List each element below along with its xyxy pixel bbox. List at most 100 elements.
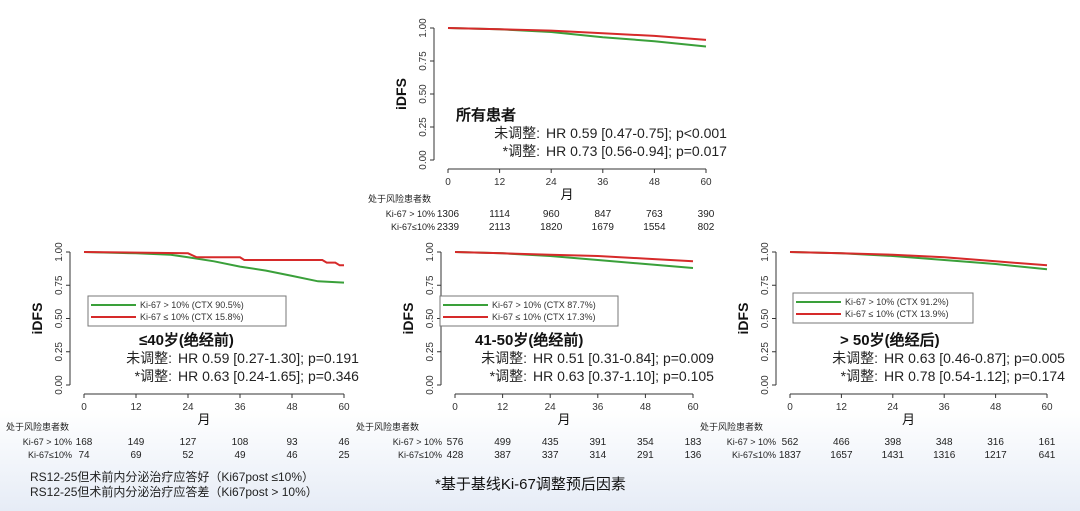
y-tick-label: 0.50: [425, 308, 436, 328]
hr-adjusted-label: *调整:: [841, 368, 878, 384]
risk-count: 337: [542, 450, 559, 461]
risk-table-title: 处于风险患者数: [368, 193, 431, 204]
x-tick-label: 0: [452, 402, 458, 413]
hr-adjusted: HR 0.63 [0.24-1.65]; p=0.346: [178, 368, 359, 384]
x-axis-label: 月: [902, 412, 915, 427]
subgroup-title: 所有患者: [456, 106, 516, 124]
x-tick-label: 12: [836, 402, 848, 413]
risk-row-label: Ki-67 > 10%: [727, 437, 776, 447]
x-axis-label: 月: [560, 187, 573, 202]
risk-row-label: Ki-67 > 10%: [23, 437, 72, 447]
x-tick-label: 36: [597, 177, 609, 188]
subgroup-title: ≤40岁(绝经前): [139, 331, 234, 349]
risk-count: 149: [128, 437, 145, 448]
risk-count: 2113: [489, 222, 511, 233]
risk-count: 136: [685, 450, 702, 461]
y-tick-label: 1.00: [760, 242, 771, 262]
x-tick-label: 24: [545, 402, 557, 413]
risk-count: 46: [338, 437, 350, 448]
y-tick-label: 1.00: [418, 18, 429, 38]
risk-count: 93: [286, 437, 298, 448]
y-axis-label: iDFS: [393, 78, 409, 110]
hr-unadjusted: HR 0.51 [0.31-0.84]; p=0.009: [533, 350, 714, 366]
risk-row-label: Ki-67 > 10%: [393, 437, 442, 447]
y-tick-label: 0.50: [54, 308, 65, 328]
hr-adjusted-label: *调整:: [490, 368, 527, 384]
risk-count: 74: [78, 450, 90, 461]
risk-count: 46: [286, 450, 298, 461]
risk-count: 168: [76, 437, 93, 448]
x-tick-label: 48: [640, 402, 652, 413]
subgroup-title: > 50岁(绝经后): [840, 331, 940, 349]
risk-count: 391: [589, 437, 606, 448]
x-tick-label: 0: [787, 402, 793, 413]
x-tick-label: 24: [182, 402, 194, 413]
risk-count: 1306: [437, 209, 460, 220]
x-tick-label: 60: [338, 402, 350, 413]
risk-count: 183: [685, 437, 702, 448]
y-tick-label: 1.00: [54, 242, 65, 262]
risk-count: 428: [447, 450, 464, 461]
risk-table-title: 处于风险患者数: [6, 421, 69, 432]
hr-adjusted-label: *调整:: [503, 143, 540, 159]
risk-count: 161: [1039, 437, 1056, 448]
y-tick-label: 0.50: [760, 308, 771, 328]
legend-label: Ki-67 > 10% (CTX 90.5%): [140, 300, 244, 310]
x-tick-label: 48: [649, 177, 661, 188]
legend-label: Ki-67 ≤ 10% (CTX 13.9%): [845, 309, 948, 319]
risk-count: 69: [130, 450, 142, 461]
y-axis-label: iDFS: [400, 303, 416, 335]
risk-table-title: 处于风险患者数: [700, 421, 763, 432]
y-tick-label: 0.00: [425, 375, 436, 395]
x-tick-label: 24: [887, 402, 899, 413]
y-tick-label: 0.75: [425, 275, 436, 295]
legend-box: [439, 295, 619, 327]
km-curve-low: [83, 251, 344, 267]
legend-label: Ki-67 ≤ 10% (CTX 15.8%): [140, 312, 243, 322]
x-tick-label: 60: [687, 402, 699, 413]
y-tick-label: 0.75: [418, 51, 429, 71]
risk-count: 49: [234, 450, 246, 461]
risk-count: 466: [833, 437, 850, 448]
y-tick-label: 0.00: [418, 150, 429, 170]
risk-count: 802: [698, 222, 715, 233]
x-tick-label: 36: [592, 402, 604, 413]
risk-count: 291: [637, 450, 654, 461]
risk-count: 847: [594, 209, 611, 220]
risk-count: 1837: [779, 450, 802, 461]
risk-count: 387: [494, 450, 511, 461]
y-axis-label: iDFS: [29, 303, 45, 335]
y-axis-label: iDFS: [735, 303, 751, 335]
legend-label: Ki-67 > 10% (CTX 87.7%): [492, 300, 596, 310]
risk-count: 316: [987, 437, 1004, 448]
x-tick-label: 36: [939, 402, 951, 413]
risk-count: 763: [646, 209, 663, 220]
hr-adjusted: HR 0.78 [0.54-1.12]; p=0.174: [884, 368, 1065, 384]
risk-table-title: 处于风险患者数: [356, 421, 419, 432]
km-curve-low: [447, 27, 707, 41]
x-axis-label: 月: [557, 412, 570, 427]
y-tick-label: 1.00: [425, 242, 436, 262]
hr-unadjusted: HR 0.59 [0.27-1.30]; p=0.191: [178, 350, 359, 366]
risk-count: 108: [232, 437, 249, 448]
risk-row-label: Ki-67≤10%: [28, 450, 72, 460]
adjustment-note: *基于基线Ki-67调整预后因素: [435, 476, 626, 493]
hr-unadjusted: HR 0.63 [0.46-0.87]; p=0.005: [884, 350, 1065, 366]
risk-row-label: Ki-67≤10%: [732, 450, 776, 460]
x-tick-label: 48: [990, 402, 1002, 413]
risk-row-label: Ki-67≤10%: [391, 222, 435, 232]
km-curve-high: [789, 251, 1048, 271]
footnotes: RS12-25但术前内分泌治疗应答好（Ki67post ≤10%） RS12-2…: [30, 470, 318, 500]
hr-adjusted-label: *调整:: [135, 368, 172, 384]
risk-count: 1820: [540, 222, 563, 233]
hr-unadjusted-label: 未调整:: [832, 350, 878, 366]
risk-count: 25: [338, 450, 350, 461]
risk-count: 1431: [882, 450, 905, 461]
km-curve-low: [789, 251, 1048, 267]
y-tick-label: 0.25: [54, 342, 65, 362]
legend-box: [792, 292, 974, 324]
y-tick-label: 0.75: [54, 275, 65, 295]
risk-count: 562: [782, 437, 799, 448]
risk-row-label: Ki-67≤10%: [398, 450, 442, 460]
risk-count: 1316: [933, 450, 956, 461]
